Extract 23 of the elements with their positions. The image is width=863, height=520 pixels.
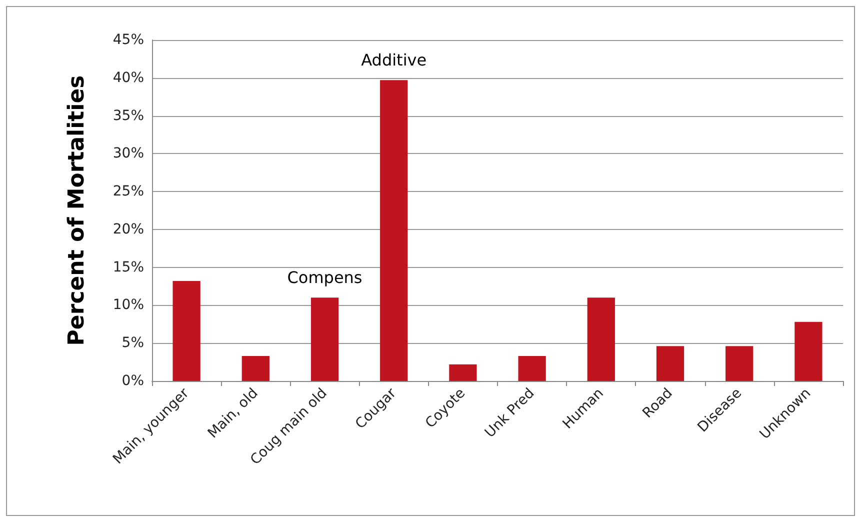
- y-tick-label: 0%: [122, 373, 144, 389]
- bar: [380, 80, 408, 381]
- y-tick-label: 15%: [112, 259, 144, 276]
- bar: [449, 364, 477, 381]
- annotation: Additive: [361, 50, 427, 70]
- bar: [656, 346, 684, 381]
- y-tick-label: 45%: [112, 32, 144, 48]
- y-tick-label: 35%: [112, 108, 144, 124]
- y-tick-label: 30%: [112, 146, 144, 162]
- y-tick-label: 20%: [112, 221, 144, 238]
- bar: [794, 322, 822, 381]
- bar: [726, 346, 754, 381]
- y-tick-label: 40%: [112, 70, 144, 86]
- bar: [587, 298, 615, 381]
- y-tick-label: 10%: [112, 297, 144, 314]
- bar: [172, 280, 200, 381]
- y-tick-label: 25%: [112, 184, 144, 200]
- bar: [242, 356, 270, 381]
- annotation: Compens: [287, 268, 362, 288]
- y-axis-title: Percent of Mortalities: [64, 75, 90, 346]
- y-tick-label: 5%: [122, 335, 144, 352]
- bar: [518, 356, 546, 381]
- bar: [310, 298, 339, 381]
